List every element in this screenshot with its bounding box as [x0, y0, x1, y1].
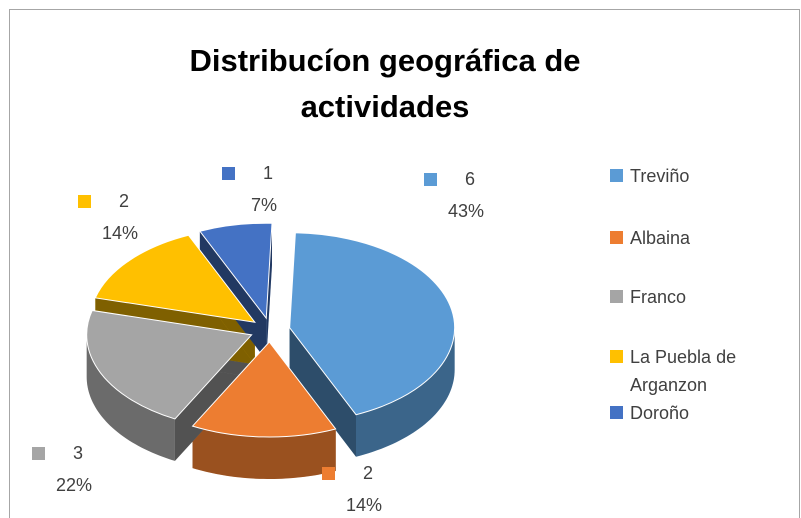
data-label-percent: 22% — [56, 475, 92, 495]
data-label-value: 2 — [363, 463, 373, 483]
data-label-percent: 14% — [346, 495, 382, 515]
data-label-percent: 7% — [251, 195, 277, 215]
label-swatch — [222, 167, 235, 180]
label-swatch — [32, 447, 45, 460]
legend-item: Doroño — [610, 399, 790, 427]
data-label-value: 2 — [119, 191, 129, 211]
legend-label: Franco — [630, 287, 687, 307]
data-label-value: 3 — [73, 443, 83, 463]
legend-swatch — [610, 290, 623, 303]
legend-swatch — [610, 169, 623, 182]
slice-side-shade — [266, 223, 272, 361]
label-swatch — [322, 467, 335, 480]
slice-wall — [356, 327, 455, 457]
slice — [86, 309, 253, 420]
legend-label: Doroño — [630, 403, 690, 423]
data-label-value: 6 — [465, 169, 475, 189]
slice-wall — [192, 426, 336, 479]
chart-title: Distribucíon geográfica de actividades — [189, 43, 581, 124]
slice-wall-shade — [86, 334, 175, 461]
label-swatch — [78, 195, 91, 208]
legend-label: Albaina — [630, 228, 691, 248]
slice — [199, 222, 273, 320]
legend-label: Treviño — [630, 166, 690, 186]
legend-swatch — [610, 350, 623, 363]
legend-item: Franco — [610, 283, 790, 311]
legend-item: Treviño — [610, 162, 790, 190]
slice-wall-shade — [356, 327, 455, 457]
legend-swatch — [610, 406, 623, 419]
slice-wall-shade — [192, 426, 336, 479]
legend-swatch — [610, 231, 623, 244]
data-label-percent: 43% — [448, 201, 484, 221]
data-label-percent: 14% — [102, 223, 138, 243]
slice-side-shade — [289, 327, 357, 457]
slice — [191, 341, 337, 438]
legend-item: La Puebla de Arganzon — [610, 343, 790, 399]
slice — [94, 234, 256, 323]
slice-wall — [86, 334, 175, 461]
label-swatch — [424, 173, 437, 186]
tops — [86, 222, 456, 438]
legend-label: La Puebla de Arganzon — [630, 347, 737, 395]
data-label-value: 1 — [263, 163, 273, 183]
legend-item: Albaina — [610, 224, 790, 252]
slice — [289, 232, 456, 416]
